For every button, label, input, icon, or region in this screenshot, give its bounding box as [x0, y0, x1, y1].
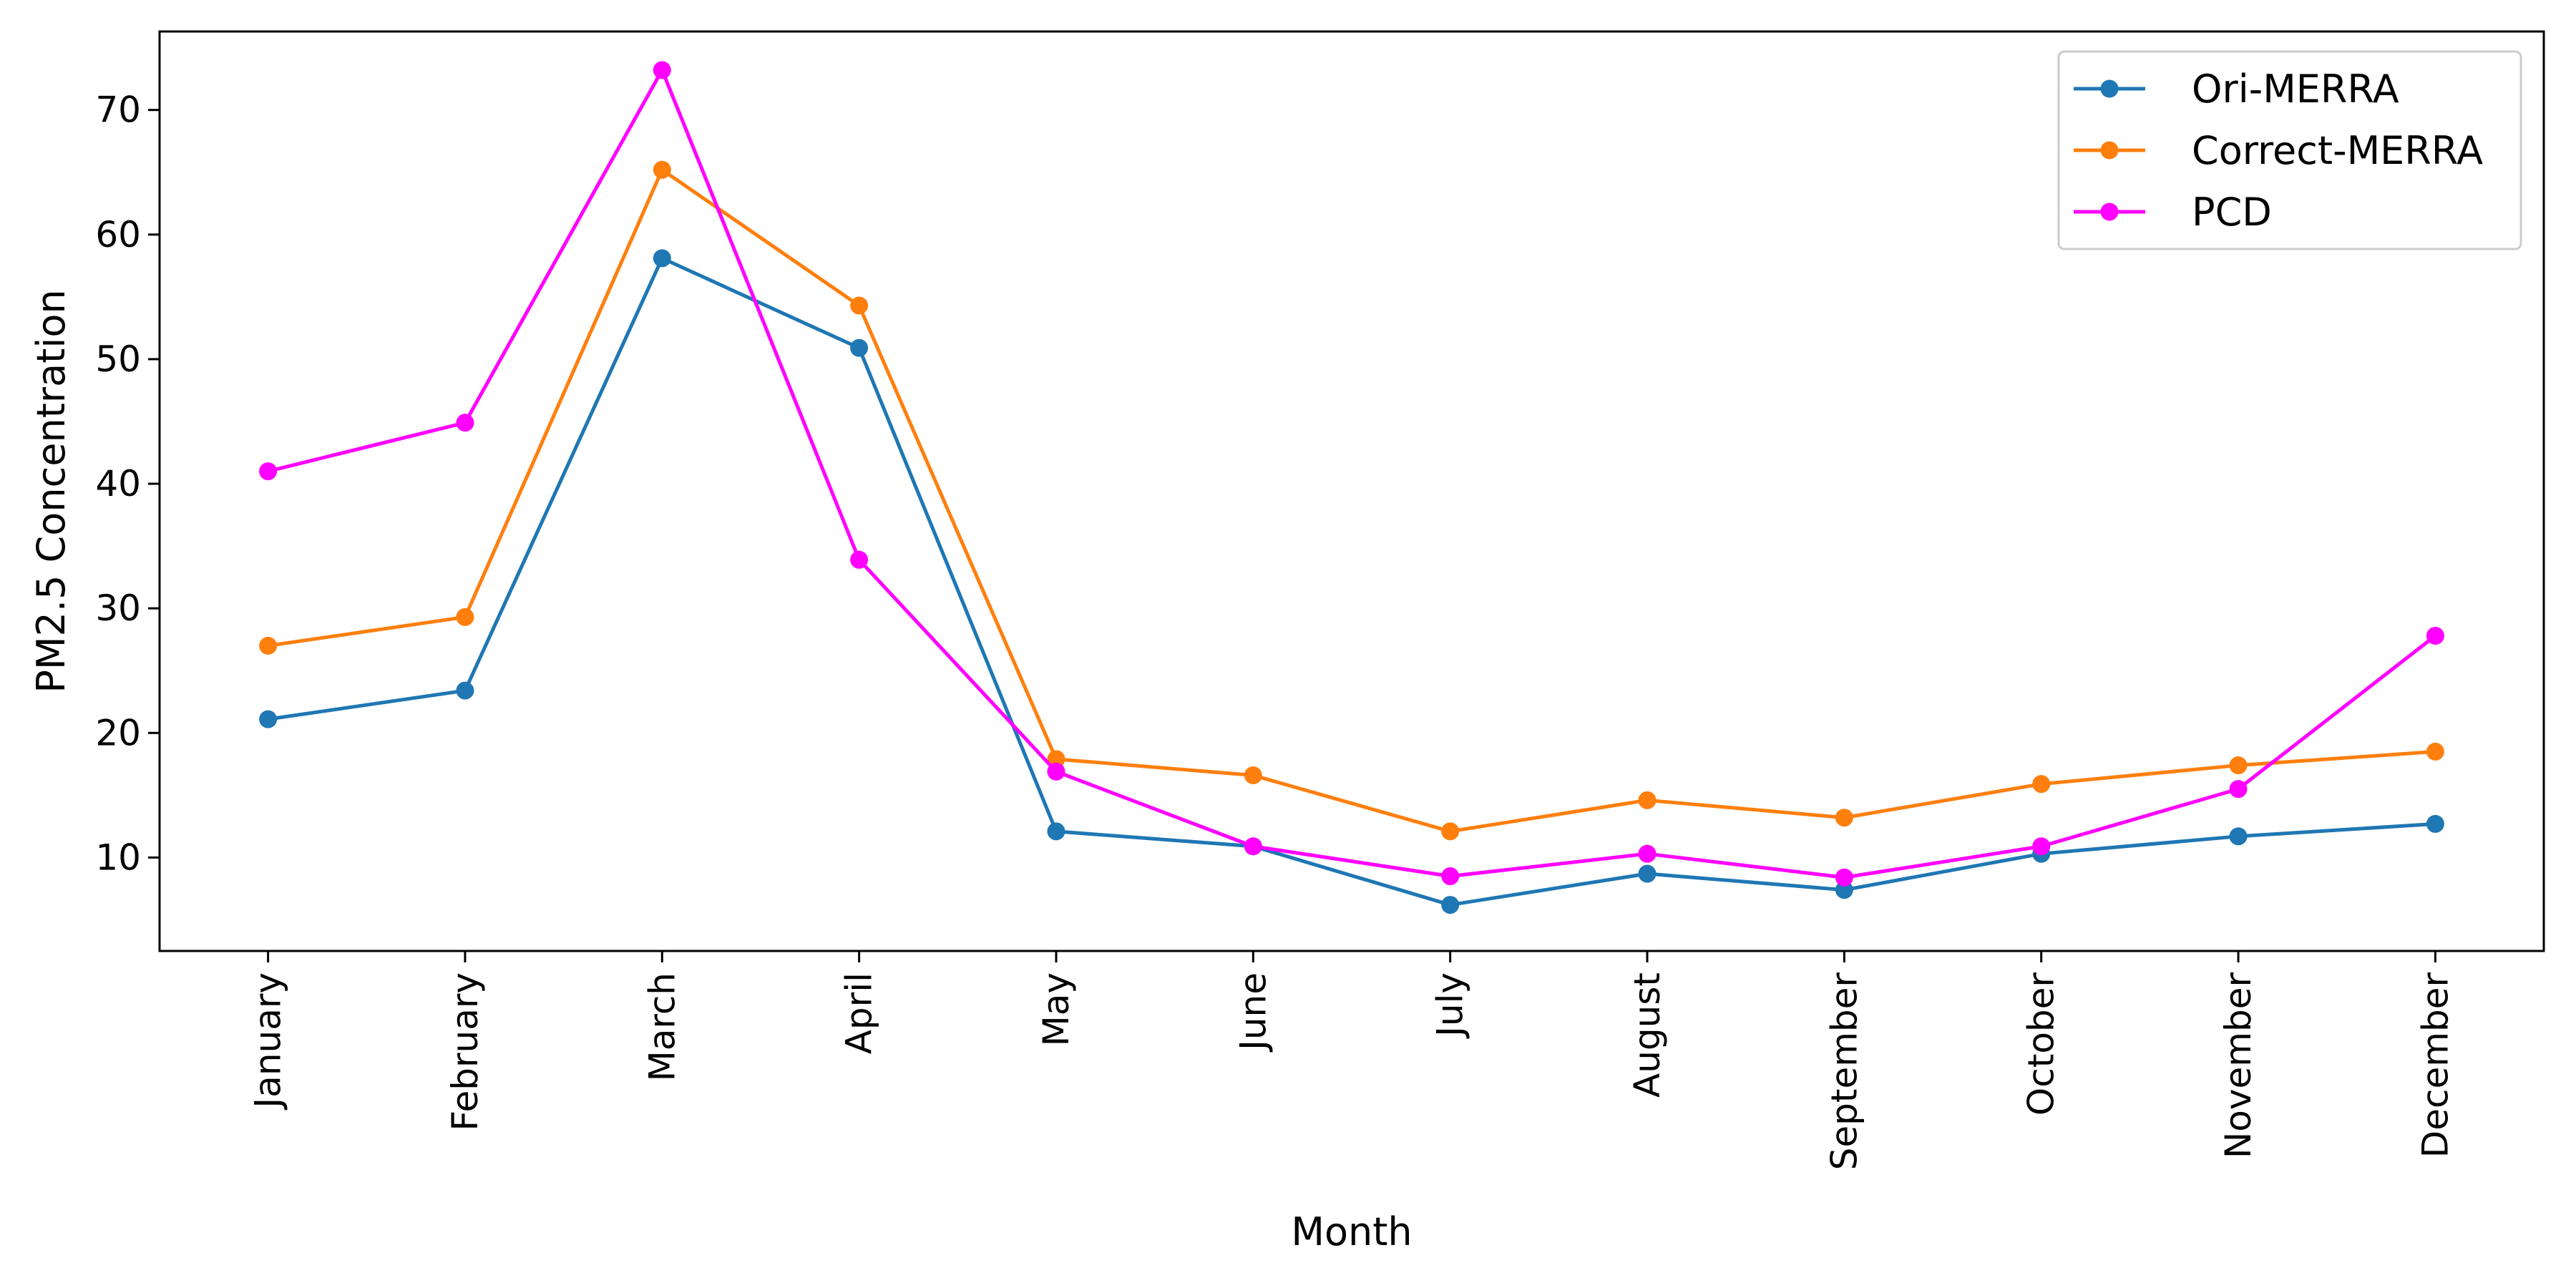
legend-item-pcd: PCD	[2074, 190, 2272, 235]
ori-merra-point	[2426, 814, 2444, 833]
ori-merra-point	[1638, 864, 1657, 883]
series-pcd	[259, 61, 2444, 887]
pcd-point	[1047, 762, 1065, 781]
pcd-point	[259, 462, 278, 481]
y-tick-label: 20	[95, 712, 141, 753]
pcd-point	[850, 550, 869, 569]
legend-items: Ori-MERRA Correct-MERRA PCD	[2074, 67, 2483, 235]
y-tick-label: 60	[95, 214, 141, 255]
ori-merra-point	[2229, 827, 2248, 846]
axis-layer: 10 20 30 40 50 60 70 January February March April M…	[95, 89, 2456, 1171]
pcd-point	[2426, 626, 2444, 645]
legend-item-ori-merra: Ori-MERRA	[2074, 67, 2399, 112]
correct-merra-point	[1638, 791, 1657, 809]
pcd-point	[456, 414, 474, 432]
legend: Ori-MERRA Correct-MERRA PCD	[2057, 50, 2522, 250]
x-tick-label: March	[641, 972, 683, 1081]
x-tick-label: May	[1035, 972, 1077, 1046]
correct-merra-point	[1441, 822, 1460, 841]
correct-merra-point	[2229, 756, 2248, 775]
ori-merra-point	[259, 710, 278, 728]
y-tick-label: 40	[95, 463, 141, 504]
ori-merra-point	[653, 249, 671, 268]
pcd-point	[1835, 868, 1853, 887]
ori-merra-point	[1441, 896, 1460, 914]
x-tick-label: November	[2218, 972, 2259, 1159]
x-tick-label: July	[1430, 972, 1471, 1039]
plot-area-frame	[158, 30, 2545, 952]
pcd-line	[268, 68, 2436, 879]
legend-box	[2057, 50, 2522, 250]
pcd-point	[653, 61, 671, 79]
legend-label: PCD	[2192, 190, 2272, 235]
y-tick-label: 10	[95, 836, 141, 878]
ori-merra-point	[1835, 881, 1853, 899]
correct-merra-point	[653, 160, 671, 179]
correct-merra-point	[850, 296, 869, 315]
correct-merra-point	[2032, 775, 2051, 794]
x-tick-label: September	[1823, 972, 1865, 1171]
ori-merra-point	[850, 338, 869, 357]
x-tick-label: April	[839, 972, 880, 1054]
y-tick-label: 70	[95, 89, 141, 131]
legend-marker	[2100, 79, 2119, 98]
ori-merra-point	[1047, 822, 1065, 841]
legend-label: Correct-MERRA	[2192, 128, 2483, 173]
x-tick-label: June	[1232, 972, 1274, 1053]
pcd-point	[1244, 837, 1262, 856]
y-tick-label: 30	[95, 587, 141, 629]
correct-merra-point	[1835, 809, 1853, 827]
series-ori-merra	[259, 249, 2444, 914]
y-axis-title: PM2.5 Concentration	[29, 289, 74, 693]
pcd-point	[1441, 867, 1460, 886]
pcd-point	[2032, 837, 2051, 856]
correct-merra-point	[1244, 766, 1262, 784]
correct-merra-point	[259, 636, 278, 655]
y-tick-label: 50	[95, 338, 141, 380]
ori-merra-point	[456, 681, 474, 700]
legend-item-correct-merra: Correct-MERRA	[2074, 128, 2483, 173]
series-correct-merra	[259, 160, 2444, 841]
correct-merra-point	[2426, 742, 2444, 761]
legend-marker	[2100, 203, 2119, 221]
x-tick-label: February	[444, 972, 486, 1131]
x-tick-label: January	[248, 972, 289, 1111]
legend-marker	[2100, 141, 2119, 160]
correct-merra-point	[456, 608, 474, 626]
series-layer	[259, 61, 2444, 914]
x-tick-label: December	[2414, 972, 2456, 1158]
correct-merra-point	[1047, 750, 1065, 769]
legend-label: Ori-MERRA	[2192, 67, 2399, 112]
pcd-point	[2229, 780, 2248, 799]
ori-merra-line	[268, 256, 2436, 907]
x-tick-label: October	[2021, 972, 2062, 1116]
pcd-point	[1638, 844, 1657, 863]
x-axis-title: Month	[1291, 1209, 1412, 1254]
x-tick-label: August	[1626, 972, 1668, 1098]
correct-merra-line	[268, 167, 2436, 834]
